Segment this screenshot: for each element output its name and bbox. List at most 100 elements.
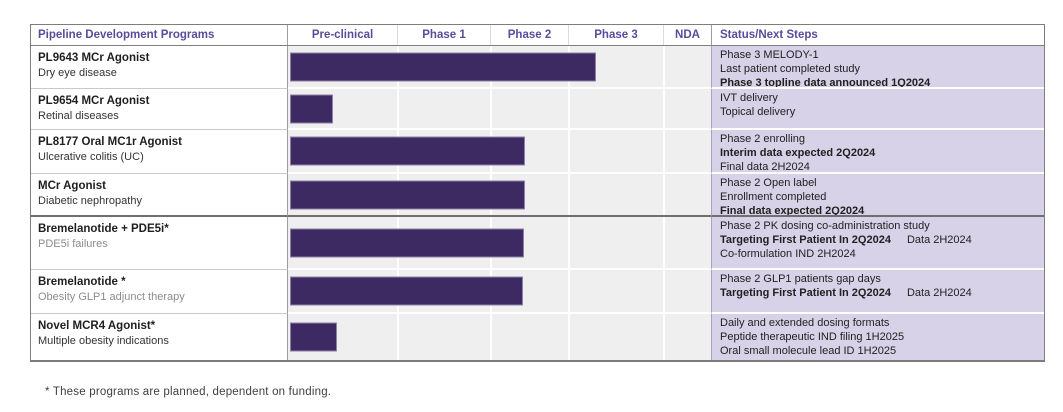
program-cell: PL9654 MCr Agonist Retinal diseases bbox=[31, 89, 288, 130]
program-cell: MCr Agonist Diabetic nephropathy bbox=[31, 174, 288, 217]
status-cell: Phase 3 MELODY-1 Last patient completed s… bbox=[711, 46, 1044, 89]
status-line: Daily and extended dosing formats bbox=[720, 316, 1040, 330]
status-cell: IVT delivery Topical delivery bbox=[711, 89, 1044, 130]
program-cell: PL9643 MCr Agonist Dry eye disease bbox=[31, 46, 288, 89]
phase-gridline bbox=[568, 314, 570, 360]
progress-bar bbox=[290, 136, 525, 166]
status-line: Co-formulation IND 2H2024 bbox=[720, 247, 1040, 261]
status-text: Enrollment completed bbox=[720, 191, 827, 203]
status-text: Phase 3 MELODY-1 bbox=[720, 49, 819, 61]
status-text: Data 2H2024 bbox=[906, 234, 972, 246]
status-text: Phase 2 GLP1 patients gap days bbox=[720, 273, 881, 285]
status-line: Phase 2 PK dosing co-administration stud… bbox=[720, 219, 1040, 233]
status-cell: Phase 2 GLP1 patients gap days Targeting … bbox=[711, 270, 1044, 314]
phase-track-cell bbox=[288, 89, 711, 130]
header-phase-5: NDA bbox=[675, 29, 700, 41]
table-row: Novel MCR4 Agonist* Multiple obesity indi… bbox=[31, 314, 1044, 360]
progress-bar bbox=[290, 180, 525, 209]
status-line: Targeting First Patient In 2Q2024 Data 2H… bbox=[720, 233, 1040, 247]
status-cell: Phase 2 PK dosing co-administration stud… bbox=[711, 217, 1044, 270]
phase-track-cell bbox=[288, 174, 711, 217]
status-line: Phase 2 enrolling bbox=[720, 132, 1040, 146]
status-text: Targeting First Patient In 2Q2024 bbox=[720, 234, 891, 246]
status-text: Topical delivery bbox=[720, 106, 796, 118]
program-indication: Diabetic nephropathy bbox=[38, 195, 142, 207]
status-text: Final data 2H2024 bbox=[720, 161, 810, 173]
phase-gridline bbox=[663, 46, 665, 87]
status-text: Phase 3 topline data announced 1Q2024 bbox=[720, 77, 931, 89]
status-line: Targeting First Patient In 2Q2024 Data 2H… bbox=[720, 286, 1040, 300]
phase-gridline bbox=[490, 89, 492, 128]
header-programs-column: Pipeline Development Programs bbox=[31, 25, 288, 45]
table-header: Pipeline Development Programs Pre-clinic… bbox=[31, 25, 1044, 46]
status-line: Phase 2 GLP1 patients gap days bbox=[720, 272, 1040, 286]
status-text: Phase 2 PK dosing co-administration stud… bbox=[720, 220, 930, 232]
phase-gridline bbox=[663, 130, 665, 172]
phase-gridline bbox=[490, 314, 492, 360]
progress-bar bbox=[290, 228, 525, 257]
program-indication: Obesity GLP1 adjunct therapy bbox=[38, 291, 185, 303]
phase-gridline bbox=[568, 174, 570, 215]
status-line: Phase 3 MELODY-1 bbox=[720, 48, 1040, 62]
phase-gridline bbox=[568, 270, 570, 312]
status-line: Last patient completed study bbox=[720, 62, 1040, 76]
pipeline-table-body: PL9643 MCr Agonist Dry eye disease Phase 3… bbox=[31, 46, 1044, 360]
phase-gridline bbox=[663, 270, 665, 312]
phase-track-cell bbox=[288, 217, 711, 270]
header-phase-4: Phase 3 bbox=[569, 25, 664, 45]
table-row: Bremelanotide * Obesity GLP1 adjunct ther… bbox=[31, 270, 1044, 314]
status-line: Enrollment completed bbox=[720, 190, 1040, 204]
program-cell: Bremelanotide * Obesity GLP1 adjunct ther… bbox=[31, 270, 288, 314]
phase-track-cell bbox=[288, 270, 711, 314]
status-text: Oral small molecule lead ID 1H2025 bbox=[720, 345, 897, 357]
progress-bar bbox=[290, 322, 338, 352]
footnote: * These programs are planned, dependent … bbox=[45, 386, 332, 398]
phase-gridline bbox=[663, 314, 665, 360]
program-cell: Novel MCR4 Agonist* Multiple obesity indi… bbox=[31, 314, 288, 360]
status-line: IVT delivery bbox=[720, 91, 1040, 105]
status-cell: Daily and extended dosing formats Peptide… bbox=[711, 314, 1044, 360]
program-indication: PDE5i failures bbox=[38, 238, 108, 250]
header-phase-2: Phase 1 bbox=[398, 25, 491, 45]
table-row: Bremelanotide + PDE5i* PDE5i failures Phas… bbox=[31, 217, 1044, 270]
progress-bar bbox=[290, 94, 333, 123]
table-row: PL9643 MCr Agonist Dry eye disease Phase 3… bbox=[31, 46, 1044, 89]
status-cell: Phase 2 Open label Enrollment completed Fi… bbox=[711, 174, 1044, 217]
status-text: Phase 2 enrolling bbox=[720, 133, 806, 145]
phase-gridline bbox=[568, 130, 570, 172]
status-text: Daily and extended dosing formats bbox=[720, 317, 890, 329]
status-text: Last patient completed study bbox=[720, 63, 861, 75]
phase-gridline bbox=[397, 89, 399, 128]
status-cell: Phase 2 enrolling Interim data expected 2… bbox=[711, 130, 1044, 174]
header-phase-3: Phase 2 bbox=[491, 25, 569, 45]
phase-gridline bbox=[397, 314, 399, 360]
progress-bar bbox=[290, 276, 523, 306]
phase-gridline bbox=[663, 174, 665, 215]
progress-bar bbox=[290, 52, 596, 81]
status-text: Peptide therapeutic IND filing 1H2025 bbox=[720, 331, 905, 343]
status-text: Interim data expected 2Q2024 bbox=[720, 147, 876, 159]
program-cell: Bremelanotide + PDE5i* PDE5i failures bbox=[31, 217, 288, 270]
phase-gridline bbox=[568, 89, 570, 128]
program-name: Bremelanotide * bbox=[38, 276, 126, 288]
program-name: PL9643 MCr Agonist bbox=[38, 52, 150, 64]
table-row: PL8177 Oral MC1r Agonist Ulcerative colit… bbox=[31, 130, 1044, 174]
status-line: Phase 3 topline data announced 1Q2024 bbox=[720, 76, 1040, 89]
phase-gridline bbox=[663, 89, 665, 128]
phase-gridline bbox=[663, 217, 665, 268]
status-text: Final data expected 2Q2024 bbox=[720, 205, 865, 217]
status-line: Final data 2H2024 bbox=[720, 160, 1040, 173]
program-name: Bremelanotide + PDE5i* bbox=[38, 223, 169, 235]
phase-track-cell bbox=[288, 130, 711, 174]
program-cell: PL8177 Oral MC1r Agonist Ulcerative colit… bbox=[31, 130, 288, 174]
status-text: Co-formulation IND 2H2024 bbox=[720, 248, 856, 260]
status-line: Phase 2 Open label bbox=[720, 176, 1040, 190]
status-text: Phase 2 Open label bbox=[720, 177, 817, 189]
phase-track-cell bbox=[288, 314, 711, 360]
status-line: Peptide therapeutic IND filing 1H2025 bbox=[720, 330, 1040, 344]
header-phase-columns: Pre-clinical Phase 1 Phase 2 Phase 3 NDA bbox=[288, 25, 711, 45]
table-row: MCr Agonist Diabetic nephropathy Phase 2 O… bbox=[31, 174, 1044, 217]
program-indication: Retinal diseases bbox=[38, 110, 119, 122]
status-text: Data 2H2024 bbox=[906, 287, 972, 299]
